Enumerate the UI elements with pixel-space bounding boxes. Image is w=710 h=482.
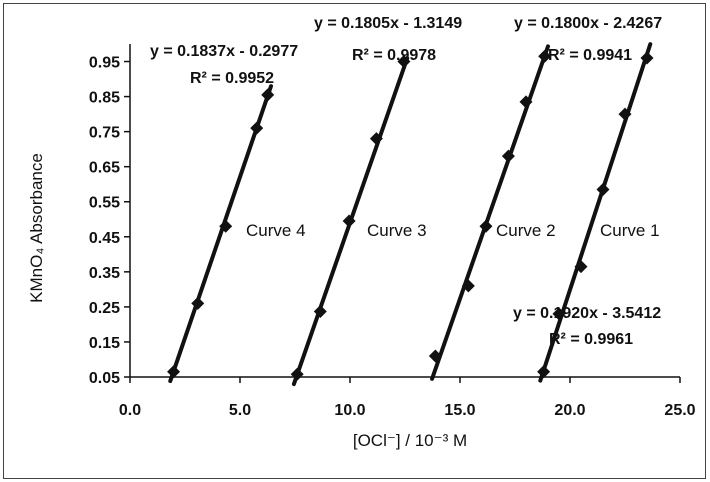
data-point [537,365,551,379]
chart-frame [3,3,706,479]
data-point [538,49,552,63]
y-tick-label: 0.15 [89,335,120,352]
label-curve-4: Curve 4 [246,221,306,240]
data-point [261,88,275,102]
axes [129,44,680,378]
data-point [552,307,566,321]
data-point [191,296,205,310]
data-point [618,107,632,121]
trend-line-series-3 [430,44,550,381]
trend-line-series-4 [538,42,653,383]
data-point [369,132,383,146]
equation-curve-3: y = 0.1805x - 1.3149 [314,15,462,32]
data-points [167,49,654,381]
annotations: y = 0.1837x - 0.2977 R² = 0.9952 y = 0.1… [150,15,662,348]
data-point [167,365,181,379]
y-tick-label: 0.25 [89,300,120,317]
label-curve-3: Curve 3 [367,221,427,240]
equation-curve-2: y = 0.1800x - 2.4267 [514,15,662,32]
data-point [501,149,515,163]
r2-curve-2: R² = 0.9941 [548,47,632,64]
data-point [250,121,264,135]
y-tick-label: 0.45 [89,230,120,247]
data-point [519,95,533,109]
data-point [596,182,610,196]
data-point [290,367,304,381]
data-point [342,214,356,228]
data-point [640,51,654,65]
y-tick-label: 0.05 [89,370,120,387]
label-curve-2: Curve 2 [496,221,556,240]
data-point [313,304,327,318]
r2-curve-1: R² = 0.9961 [549,331,633,348]
x-tick-label: 0.0 [119,402,141,419]
r2-curve-4: R² = 0.9952 [190,70,274,87]
x-tick-label: 10.0 [334,402,365,419]
y-tick-label: 0.35 [89,265,120,282]
trend-line-series-1 [168,84,274,384]
data-point [428,349,442,363]
data-point [479,219,493,233]
r2-curve-3: R² = 0.9978 [352,47,436,64]
x-tick-label: 5.0 [229,402,251,419]
x-tick-label: 25.0 [664,402,695,419]
y-tick-label: 0.85 [89,90,120,107]
label-curve-1: Curve 1 [600,221,660,240]
equation-curve-1: y = 0.1920x - 3.5412 [513,305,661,322]
y-tick-label: 0.55 [89,195,120,212]
y-tick-label: 0.75 [89,125,120,142]
data-point [461,279,475,293]
data-point [219,219,233,233]
y-tick-label: 0.95 [89,55,120,72]
y-axis-title: KMnO₄ Absorbance [27,153,46,303]
data-point [574,260,588,274]
x-tick-label: 20.0 [554,402,585,419]
x-tick-label: 15.0 [444,402,475,419]
x-axis-title: [OCl⁻] / 10⁻³ M [353,431,467,450]
ticks: 0.0 5.0 10.0 15.0 20.0 25.0 0.05 0.15 0.25 0.35 0.… [89,55,696,419]
data-point [397,55,411,69]
y-tick-label: 0.65 [89,160,120,177]
equation-curve-4: y = 0.1837x - 0.2977 [150,43,298,60]
